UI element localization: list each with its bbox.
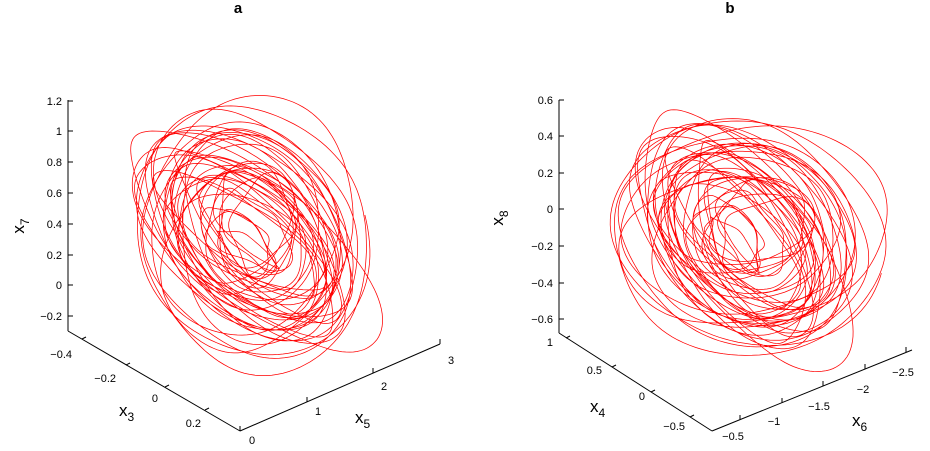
axis-label-main: x <box>488 217 507 226</box>
axis-label-sub: 6 <box>861 420 868 434</box>
tick-label: 0 <box>56 280 62 292</box>
panel-a-z-ticks: −0.2 0 0.2 0.4 0.6 0.8 1 1.2 <box>40 96 73 323</box>
panel-b-y-ticks: 1 0.5 0 −0.5 <box>547 335 695 433</box>
tick-label: 2 <box>381 381 387 393</box>
tick-mark <box>204 407 210 411</box>
tick-label: 1 <box>547 337 553 349</box>
tick-label: 0 <box>249 435 255 447</box>
panel-b-y-axis-label: x4 <box>590 397 606 420</box>
axis-label-main: x <box>355 408 364 427</box>
tick-mark <box>81 336 87 340</box>
axis-label-sub: 8 <box>497 210 511 217</box>
panel-a-x-axis <box>239 343 441 432</box>
axis-label-sub: 7 <box>18 218 32 225</box>
axis-label-sub: 4 <box>599 406 606 420</box>
tick-label: 0 <box>547 204 553 216</box>
panel-b-label: b <box>725 0 734 17</box>
panel-b-y-axis <box>558 332 713 432</box>
tick-label: 1.2 <box>47 96 62 108</box>
panel-b-z-ticks: −0.6 −0.4 −0.2 0 0.2 0.4 0.6 <box>531 95 564 326</box>
tick-label: 0 <box>152 393 158 405</box>
tick-mark <box>125 362 131 366</box>
tick-mark <box>611 364 617 368</box>
tick-label: 0.2 <box>47 250 62 262</box>
tick-label: −1.5 <box>808 401 830 413</box>
axis-label-main: x <box>590 397 599 416</box>
axis-label-main: x <box>119 401 128 420</box>
panel-a-z-axis-label: x7 <box>9 218 32 234</box>
panel-b-x-ticks: −0.5 −1 −1.5 −2 −2.5 <box>722 347 914 443</box>
tick-label: 1 <box>56 126 62 138</box>
panel-a-trajectory <box>130 95 383 376</box>
panel-a-y-ticks: −0.4 −0.2 0 0.2 <box>50 336 210 430</box>
tick-label: 0.2 <box>186 418 201 430</box>
panel-b-trajectory <box>609 109 888 372</box>
panel-b-x-axis-label: x6 <box>852 411 868 434</box>
axis-label-sub: 3 <box>128 410 135 424</box>
tick-label: 0 <box>639 391 645 403</box>
panel-a: a −0.2 0 0.2 0.4 0.6 0.8 1 1.2 −0.4 <box>9 0 454 447</box>
tick-mark <box>565 335 571 339</box>
tick-label: −0.2 <box>94 373 116 385</box>
tick-label: −1 <box>768 416 781 428</box>
tick-label: −0.6 <box>531 314 553 326</box>
tick-label: 3 <box>448 355 454 367</box>
panel-b-x-axis <box>711 349 913 432</box>
tick-label: −2.5 <box>892 367 914 379</box>
tick-label: 0.4 <box>47 219 62 231</box>
tick-label: −2 <box>857 384 870 396</box>
axis-label-sub: 5 <box>364 417 371 431</box>
tick-label: −0.2 <box>40 311 62 323</box>
panel-a-label: a <box>234 0 243 17</box>
tick-label: 0.8 <box>47 157 62 169</box>
tick-mark <box>689 414 695 418</box>
panel-a-y-axis-label: x3 <box>119 401 135 424</box>
tick-mark <box>650 389 656 393</box>
panel-b: b −0.6 −0.4 −0.2 0 0.2 0.4 0.6 1 0.5 <box>488 0 914 443</box>
panel-a-x-axis-label: x5 <box>355 408 371 431</box>
tick-label: 0.2 <box>538 168 553 180</box>
tick-label: −0.4 <box>531 278 553 290</box>
tick-label: 1 <box>315 406 321 418</box>
tick-label: 0.6 <box>538 95 553 107</box>
tick-label: −0.4 <box>50 349 72 361</box>
tick-label: 0.4 <box>538 131 553 143</box>
panel-b-z-axis-label: x8 <box>488 210 511 226</box>
tick-label: −0.2 <box>531 241 553 253</box>
tick-label: 0.5 <box>587 365 602 377</box>
tick-label: −0.5 <box>663 421 685 433</box>
axis-label-main: x <box>9 225 28 234</box>
tick-label: −0.5 <box>722 431 744 443</box>
tick-mark <box>164 384 170 388</box>
panel-a-x-ticks: 0 1 2 3 <box>239 339 454 447</box>
tick-label: 0.6 <box>47 188 62 200</box>
panel-a-y-axis <box>67 330 241 432</box>
axis-label-main: x <box>852 411 861 430</box>
